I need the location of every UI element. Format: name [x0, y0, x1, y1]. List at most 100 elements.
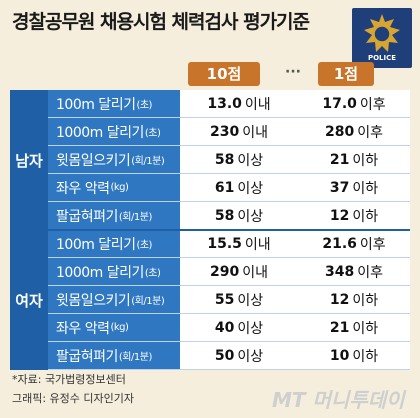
row-unit: (초): [144, 128, 161, 139]
row-unit: (초): [136, 100, 152, 111]
score-1-suffix: 이하: [352, 348, 379, 365]
score-1-cell: 37 이하: [298, 174, 410, 201]
table-row: 100m 달리기 (초) 13.0 이내 17.0 이후: [48, 90, 410, 118]
score-1-value: 21: [329, 151, 350, 168]
score-1-value: 348: [325, 263, 355, 280]
row-label: 좌우 악력 (kg): [48, 174, 180, 201]
score-10-suffix: 이상: [237, 292, 264, 309]
column-header-1: 1점: [318, 62, 374, 86]
score-10-cell: 61 이상: [180, 174, 298, 201]
score-1-cell: 21.6 이후: [298, 230, 410, 257]
score-10-value: 230: [210, 123, 240, 140]
emblem-text: POLICE: [368, 54, 396, 62]
score-10-value: 290: [210, 263, 240, 280]
row-label: 100m 달리기 (초): [48, 90, 180, 117]
score-1-cell: 21 이하: [298, 146, 410, 173]
score-1-value: 17.0: [322, 95, 357, 112]
score-1-suffix: 이후: [357, 124, 383, 141]
row-label: 팔굽혀펴기 (회/1분): [48, 202, 180, 229]
score-10-value: 15.5: [207, 235, 242, 252]
row-name: 팔굽혀펴기: [56, 208, 118, 225]
table-row: 팔굽혀펴기 (회/1분) 58 이상 12 이하: [48, 202, 410, 230]
score-10-value: 13.0: [207, 95, 242, 112]
score-1-value: 280: [325, 123, 355, 140]
credit-text: 그래픽: 유정수 디자인기자: [12, 392, 135, 405]
table-row: 윗몸일으키기 (회/1분) 58 이상 21 이하: [48, 146, 410, 174]
row-name: 윗몸일으키기: [56, 292, 131, 309]
table-row: 윗몸일으키기 (회/1분) 55 이상 12 이하: [48, 286, 410, 314]
row-name: 좌우 악력: [56, 320, 110, 337]
score-10-value: 55: [214, 291, 235, 308]
score-10-suffix: 이내: [244, 236, 271, 253]
score-10-cell: 58 이상: [180, 146, 298, 173]
score-1-value: 21.6: [322, 235, 357, 252]
score-10-suffix: 이상: [237, 180, 264, 197]
row-unit: (회/1분): [118, 352, 152, 363]
score-10-cell: 50 이상: [180, 342, 298, 369]
row-name: 팔굽혀펴기: [56, 348, 118, 365]
score-1-cell: 12 이하: [298, 202, 410, 229]
score-10-value: 58: [214, 151, 235, 168]
score-10-suffix: 이상: [237, 348, 264, 365]
score-1-cell: 21 이하: [298, 314, 410, 341]
score-10-value: 61: [214, 179, 235, 196]
score-10-cell: 15.5 이내: [180, 230, 298, 257]
score-1-cell: 17.0 이후: [298, 90, 410, 117]
score-1-suffix: 이하: [352, 180, 379, 197]
score-1-suffix: 이하: [352, 292, 379, 309]
row-label: 1000m 달리기 (초): [48, 258, 180, 285]
row-name: 좌우 악력: [56, 180, 110, 197]
score-1-value: 12: [329, 207, 350, 224]
row-label: 팔굽혀펴기 (회/1분): [48, 342, 180, 369]
section-divider: [10, 229, 410, 231]
score-10-cell: 230 이내: [180, 118, 298, 145]
score-1-suffix: 이하: [352, 208, 379, 225]
row-name: 100m 달리기: [56, 236, 136, 253]
section-female-label: 여자: [10, 230, 48, 370]
score-1-suffix: 이후: [357, 264, 383, 281]
score-1-cell: 348 이후: [298, 258, 410, 285]
score-10-suffix: 이내: [242, 264, 268, 281]
row-label: 1000m 달리기 (초): [48, 118, 180, 145]
score-10-suffix: 이상: [237, 152, 264, 169]
score-1-value: 10: [329, 347, 350, 364]
row-unit: (회/1분): [118, 212, 152, 223]
source-text: *자료: 국가법령정보센터: [12, 373, 126, 386]
table-row: 100m 달리기 (초) 15.5 이내 21.6 이후: [48, 230, 410, 258]
score-1-value: 21: [329, 319, 350, 336]
row-name: 1000m 달리기: [56, 124, 144, 141]
score-10-suffix: 이상: [237, 320, 264, 337]
page-title: 경찰공무원 채용시험 체력검사 평가기준: [12, 11, 310, 33]
score-1-cell: 10 이하: [298, 342, 410, 369]
row-unit: (회/1분): [131, 296, 165, 307]
table-row: 팔굽혀펴기 (회/1분) 50 이상 10 이하: [48, 342, 410, 370]
row-label: 좌우 악력 (kg): [48, 314, 180, 341]
row-name: 윗몸일으키기: [56, 152, 131, 169]
table-row: 좌우 악력 (kg) 40 이상 21 이하: [48, 314, 410, 342]
row-label: 100m 달리기 (초): [48, 230, 180, 257]
score-1-cell: 12 이하: [298, 286, 410, 313]
footer-text: *자료: 국가법령정보센터 그래픽: 유정수 디자인기자: [12, 370, 134, 408]
score-1-value: 37: [329, 179, 350, 196]
score-1-cell: 280 이후: [298, 118, 410, 145]
score-10-suffix: 이상: [237, 208, 264, 225]
score-1-suffix: 이하: [352, 152, 379, 169]
score-1-value: 12: [329, 291, 350, 308]
police-emblem-icon: POLICE: [352, 8, 412, 68]
score-10-value: 40: [214, 319, 235, 336]
score-10-cell: 55 이상: [180, 286, 298, 313]
row-unit: (초): [144, 268, 161, 279]
row-unit: (kg): [110, 182, 129, 193]
row-unit: (초): [136, 240, 152, 251]
column-header-ellipsis: ···: [285, 64, 301, 80]
row-label: 윗몸일으키기 (회/1분): [48, 286, 180, 313]
score-10-cell: 58 이상: [180, 202, 298, 229]
row-name: 1000m 달리기: [56, 264, 144, 281]
row-unit: (kg): [110, 322, 129, 333]
score-10-value: 50: [214, 347, 235, 364]
score-10-suffix: 이내: [244, 96, 271, 113]
score-1-suffix: 이하: [352, 320, 379, 337]
score-1-suffix: 이후: [359, 96, 386, 113]
score-10-cell: 290 이내: [180, 258, 298, 285]
score-10-cell: 13.0 이내: [180, 90, 298, 117]
